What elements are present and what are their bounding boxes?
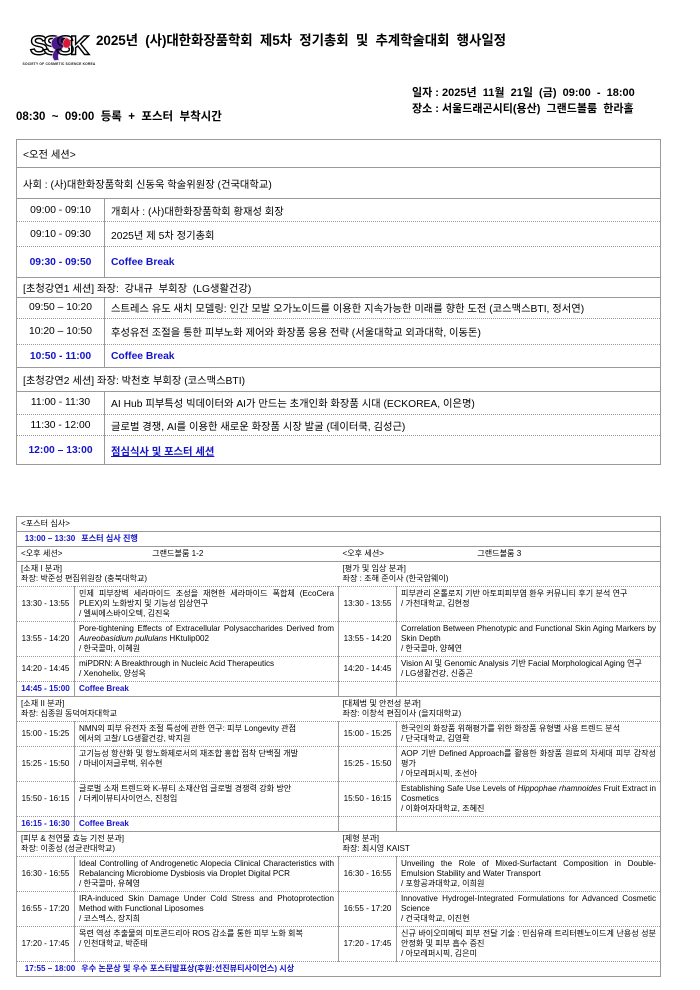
svg-text:K: K [70,30,90,61]
